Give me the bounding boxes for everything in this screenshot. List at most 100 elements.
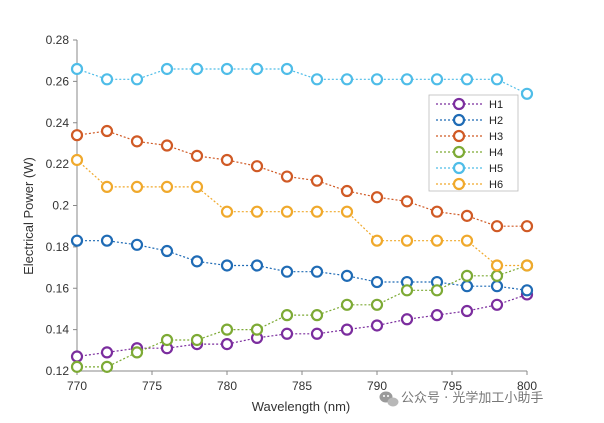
data-point	[370, 275, 384, 289]
data-point	[520, 220, 534, 233]
data-point	[250, 62, 264, 76]
x-tick-label: 785	[292, 379, 312, 393]
data-point	[100, 73, 114, 86]
data-point	[220, 259, 234, 272]
data-point	[430, 284, 444, 297]
legend-entry: H1	[436, 97, 503, 111]
data-point	[430, 234, 444, 247]
y-tick-label: 0.22	[46, 157, 70, 171]
data-point	[220, 338, 234, 351]
data-point	[460, 269, 474, 282]
x-tick-label: 775	[142, 379, 162, 393]
data-point	[430, 309, 444, 322]
data-point	[340, 184, 354, 198]
data-point	[160, 244, 174, 258]
y-tick-label: 0.12	[46, 364, 70, 378]
data-point	[70, 360, 84, 373]
data-point	[70, 153, 84, 167]
wechat-icon	[379, 391, 399, 407]
data-point	[130, 135, 144, 148]
data-point	[280, 170, 294, 183]
legend-label: H5	[489, 163, 503, 175]
x-axis-label: Wavelength (nm)	[252, 399, 351, 414]
legend-label: H6	[489, 179, 503, 191]
data-point	[280, 205, 294, 218]
legend-label: H4	[489, 147, 503, 159]
legend-entry: H6	[436, 177, 503, 191]
legend-label: H3	[489, 131, 503, 143]
legend-marker	[452, 161, 466, 175]
data-point	[340, 323, 354, 336]
x-axis-ticks: 770 775 780 785 790 795 800	[67, 371, 537, 393]
data-point	[220, 62, 234, 76]
data-point	[490, 259, 504, 272]
data-point	[460, 280, 474, 293]
legend-marker	[452, 113, 466, 127]
legend-marker	[452, 129, 466, 143]
data-point	[190, 62, 204, 76]
data-point	[220, 153, 234, 167]
data-point	[430, 73, 444, 86]
x-tick-label: 780	[217, 379, 237, 393]
data-point	[400, 284, 414, 297]
data-point	[250, 323, 264, 336]
data-point	[70, 234, 84, 247]
series-layer	[70, 62, 534, 373]
x-tick-label: 800	[517, 379, 537, 393]
legend-entry: H2	[436, 113, 503, 127]
data-point	[370, 319, 384, 332]
legend-marker	[452, 145, 466, 159]
data-point	[370, 234, 384, 247]
series-line	[76, 130, 527, 227]
data-point	[70, 129, 84, 142]
data-point	[310, 265, 324, 278]
x-tick-label: 795	[442, 379, 462, 393]
data-point	[400, 195, 414, 208]
data-point	[310, 205, 324, 218]
data-point	[520, 259, 534, 272]
data-point	[250, 160, 264, 173]
data-point	[400, 234, 414, 247]
legend-label: H2	[489, 115, 503, 127]
legend-marker	[452, 177, 466, 191]
y-tick-label: 0.16	[46, 281, 70, 295]
legend-label: H1	[489, 99, 503, 111]
y-tick-label: 0.26	[46, 74, 70, 88]
legend-box	[428, 94, 519, 192]
data-point	[280, 309, 294, 322]
data-point	[190, 333, 204, 347]
y-axis-label: Electrical Power (W)	[21, 157, 36, 275]
data-point	[250, 259, 264, 272]
y-tick-label: 0.18	[46, 240, 70, 254]
data-point	[460, 234, 474, 247]
legend: H1 H2 H3 H4 H5 H6	[428, 94, 519, 192]
legend-entry: H3	[436, 129, 503, 143]
data-point	[490, 269, 504, 282]
data-point	[250, 205, 264, 218]
legend-entry: H5	[436, 161, 503, 175]
data-point	[280, 327, 294, 340]
data-point	[310, 174, 324, 187]
data-point	[400, 73, 414, 86]
data-point	[370, 298, 384, 311]
y-axis-ticks: 0.12 0.14 0.16 0.18 0.2 0.22 0.24 0.26 0.28	[46, 33, 77, 378]
data-point	[340, 73, 354, 86]
series-line	[77, 264, 528, 368]
data-point	[490, 220, 504, 233]
data-point	[310, 73, 324, 86]
legend-marker	[452, 97, 466, 111]
data-point	[100, 180, 114, 193]
series-line	[76, 68, 528, 95]
data-point	[100, 360, 114, 373]
data-point	[460, 73, 474, 86]
data-point	[280, 62, 294, 76]
data-point	[190, 255, 204, 268]
data-point	[340, 269, 354, 282]
y-tick-label: 0.14	[46, 323, 70, 337]
data-point	[160, 62, 174, 76]
data-point	[100, 124, 114, 138]
data-point	[490, 298, 504, 311]
series-h3	[70, 124, 534, 233]
x-tick-label: 790	[367, 379, 387, 393]
